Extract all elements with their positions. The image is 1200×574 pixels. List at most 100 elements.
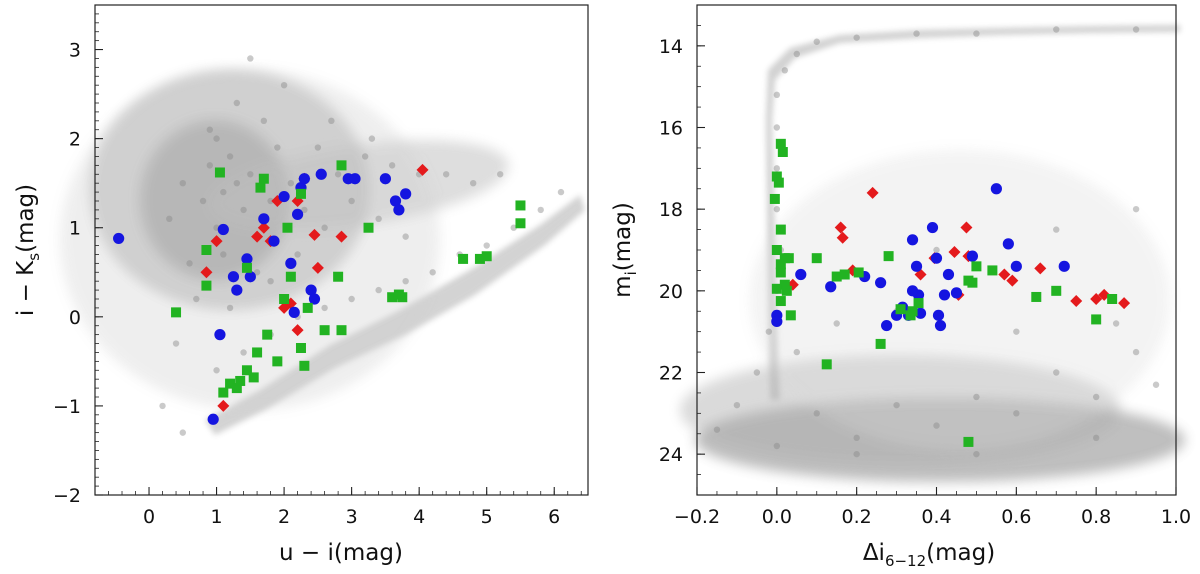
right-green-point-16 <box>811 253 822 264</box>
left-ytick-label-3: 1 <box>69 218 81 240</box>
left-green-point-18 <box>302 302 313 313</box>
right-background-point-3 <box>813 38 820 45</box>
left-background-point-24 <box>280 81 288 89</box>
right-green-point-23 <box>895 304 906 315</box>
right-background-point-6 <box>973 30 980 37</box>
left-green-point-15 <box>285 271 296 282</box>
left-green-point-21 <box>319 325 330 336</box>
right-green-point-20 <box>853 267 864 278</box>
right-blue-point-17 <box>934 319 947 332</box>
left-green-point-33 <box>515 218 526 229</box>
right-y-axis-label: mi(mag) <box>610 202 640 298</box>
left-background-point-40 <box>348 295 355 303</box>
left-background-point-13 <box>388 162 396 169</box>
left-green-point-24 <box>336 160 347 171</box>
left-red-point-11 <box>291 324 304 337</box>
left-blue-point-14 <box>305 284 317 296</box>
right-green-point-34 <box>1107 294 1118 304</box>
right-green-point-25 <box>907 306 918 317</box>
right-green-point-35 <box>967 277 978 288</box>
right-red-point-14 <box>1090 293 1103 305</box>
left-background-point-57 <box>368 135 376 142</box>
right-background-point-18 <box>773 442 781 450</box>
left-y-axis-label: i − Ks(mag) <box>13 184 43 316</box>
left-background-point-32 <box>348 197 355 205</box>
left-background-point-50 <box>159 402 166 410</box>
left-green-point-34 <box>295 188 306 199</box>
right-blue-point-26 <box>906 285 919 297</box>
left-xtick-label-0: 0 <box>143 506 155 528</box>
left-blue-point-7 <box>244 271 256 283</box>
right-ytick-label-0: 14 <box>659 36 683 58</box>
right-background-point-29 <box>853 450 860 458</box>
left-background-point-22 <box>233 99 241 107</box>
left-blue-circles <box>113 168 412 425</box>
left-green-point-5 <box>225 378 236 389</box>
right-xtick-label-3: 0.4 <box>921 506 951 528</box>
right-background-point-10 <box>773 165 781 172</box>
left-y-axis-label-main: i − K <box>13 260 39 316</box>
left-green-point-26 <box>387 292 398 303</box>
left-xtick-label-4: 4 <box>413 506 425 528</box>
left-green-point-8 <box>241 365 252 376</box>
left-ytick-label-1: −1 <box>53 396 81 418</box>
right-green-point-30 <box>987 265 998 276</box>
left-red-point-3 <box>251 230 264 243</box>
left-background-density <box>60 70 585 435</box>
right-green-point-13 <box>775 296 786 307</box>
left-green-point-25 <box>363 222 374 233</box>
left-background-point-30 <box>294 251 301 258</box>
right-blue-point-1 <box>771 315 783 328</box>
left-red-point-1 <box>210 235 223 248</box>
right-red-point-4 <box>866 186 879 199</box>
right-density-wing <box>750 150 1170 450</box>
left-green-point-22 <box>333 271 344 282</box>
left-blue-point-0 <box>113 232 125 245</box>
left-xtick-label-1: 1 <box>211 506 223 528</box>
left-red-point-15 <box>416 163 429 176</box>
right-green-point-26 <box>913 298 924 309</box>
right-green-point-18 <box>831 271 842 282</box>
right-red-point-16 <box>1118 297 1131 310</box>
left-xtick-label-3: 3 <box>346 506 358 528</box>
right-ytick-label-5: 24 <box>659 444 683 466</box>
right-background-point-11 <box>773 205 781 213</box>
left-background-point-26 <box>213 135 220 142</box>
right-y-axis-label-main: m <box>610 275 636 297</box>
left-green-point-16 <box>295 343 306 353</box>
left-background-point-27 <box>193 295 200 303</box>
left-background-point-55 <box>206 162 214 169</box>
left-background-point-35 <box>213 367 220 374</box>
left-green-point-20 <box>258 173 269 184</box>
right-background-point-38 <box>1053 226 1060 233</box>
left-background-point-17 <box>497 171 504 178</box>
left-density-halo <box>60 70 440 410</box>
right-green-point-10 <box>775 267 786 278</box>
right-blue-point-19 <box>942 268 955 281</box>
left-background-point-2 <box>267 197 274 205</box>
left-background-point-7 <box>199 197 207 205</box>
right-x-axis-label-tail: (mag) <box>926 540 995 566</box>
left-green-point-32 <box>515 200 526 211</box>
right-blue-point-22 <box>990 183 1002 195</box>
right-panel: −0.2 0.0 0.2 0.4 0.6 0.8 1.0 14 16 18 20 22 24 Δi6−1… <box>610 4 1191 570</box>
right-x-axis-label: Δi6−12(mag) <box>863 540 995 570</box>
right-background-point-7 <box>1053 26 1060 33</box>
right-background-point-30 <box>973 450 980 458</box>
left-plot-frame <box>94 4 589 496</box>
right-ticks: −0.2 0.0 0.2 0.4 0.6 0.8 1.0 14 16 18 20 22 24 <box>659 4 1191 528</box>
left-background-point-39 <box>321 304 328 312</box>
left-background-point-46 <box>510 224 517 231</box>
left-red-point-14 <box>335 230 348 243</box>
right-background-point-33 <box>833 320 840 327</box>
left-ytick-label-4: 2 <box>69 129 81 151</box>
right-green-point-7 <box>775 259 786 270</box>
right-background-point-15 <box>753 369 761 376</box>
right-background-point-39 <box>1132 205 1140 213</box>
right-blue-point-14 <box>926 221 939 234</box>
left-background-point-36 <box>240 349 247 356</box>
left-blue-point-8 <box>258 213 270 225</box>
right-background-points <box>713 26 1160 458</box>
right-red-point-12 <box>1034 262 1047 275</box>
left-green-point-13 <box>279 294 290 304</box>
